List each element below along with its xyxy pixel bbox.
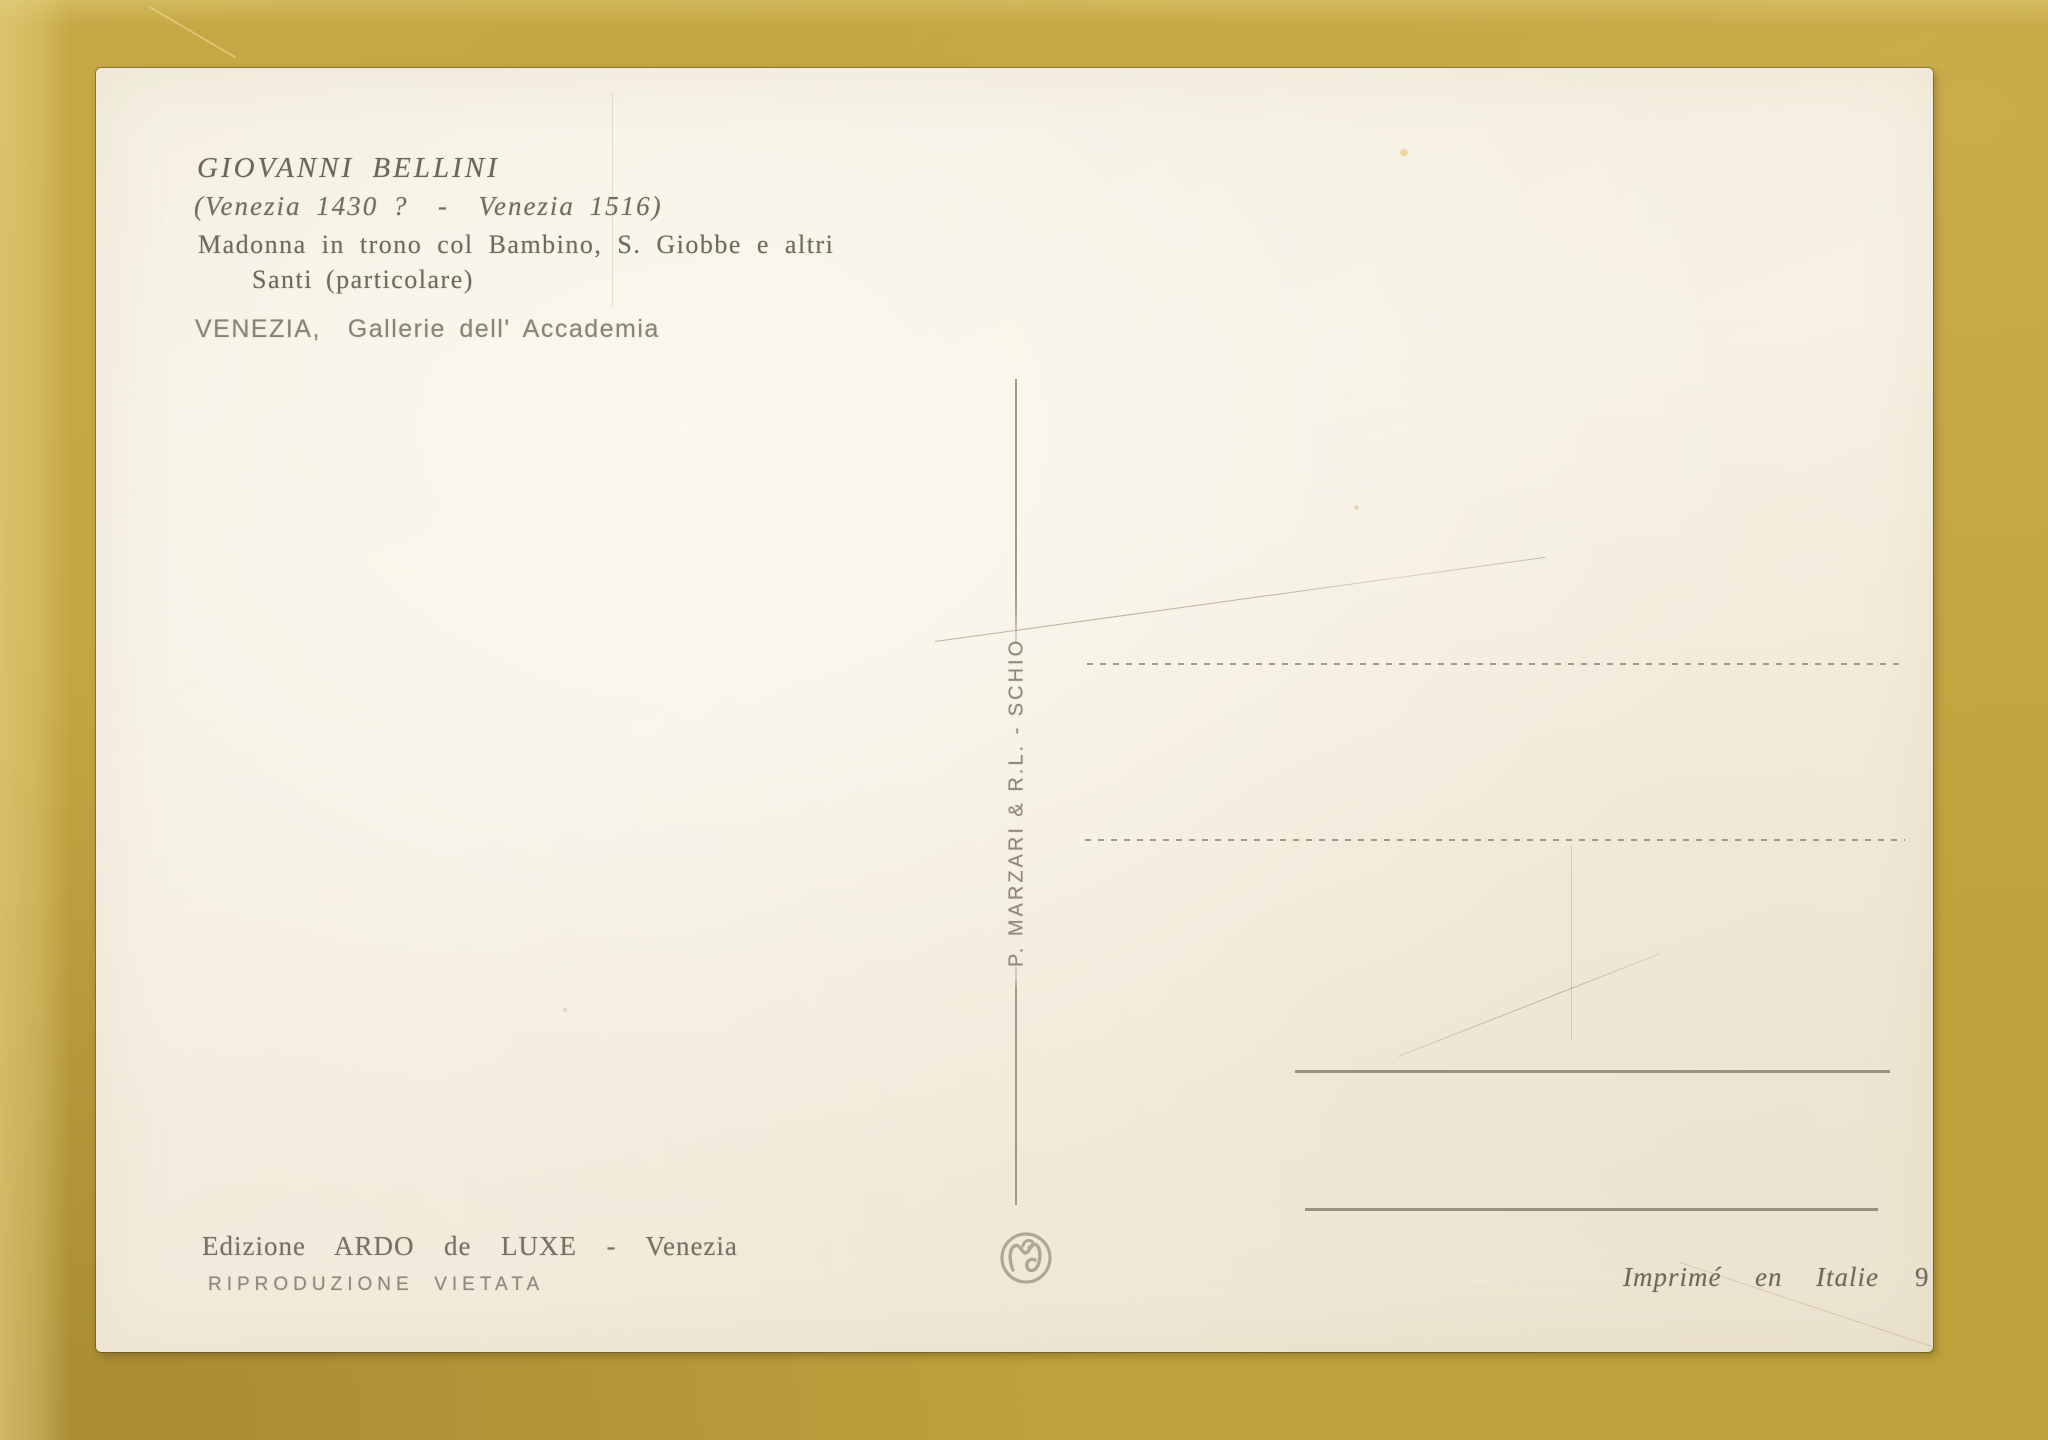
printed-in-text: Imprimé en Italie: [1623, 1262, 1879, 1292]
museum-location: VENEZIA, Gallerie dell' Accademia: [195, 315, 660, 343]
artwork-title-line1: Madonna in trono col Bambino, S. Giobbe …: [198, 230, 835, 259]
divider-line-top: [1015, 379, 1017, 643]
printer-imprint-vertical: P. MARZARI & R.L. - SCHIO: [1005, 637, 1028, 967]
print-number: 9: [1914, 1262, 1930, 1292]
scratch-mark: [612, 92, 613, 308]
address-solid-line-2: [1305, 1208, 1878, 1211]
dust-speck: [1354, 505, 1359, 510]
postcard-back: GIOVANNI BELLINI (Venezia 1430 ? - Venez…: [96, 68, 1933, 1352]
artwork-title-line2: Santi (particolare): [252, 265, 474, 294]
address-dashed-line-2: [1085, 839, 1905, 841]
scratch-mark: [1571, 845, 1572, 1041]
monogram-icon: [1000, 1232, 1052, 1284]
divider-line-bottom: [1015, 967, 1017, 1205]
printer-monogram-logo: [996, 1228, 1056, 1288]
address-solid-line-1: [1295, 1070, 1890, 1073]
address-dashed-line-1: [1087, 663, 1902, 665]
artist-dates: (Venezia 1430 ? - Venezia 1516): [194, 191, 663, 221]
dust-speck: [563, 1008, 567, 1012]
artist-name: GIOVANNI BELLINI: [197, 152, 500, 184]
publisher-line: Edizione ARDO de LUXE - Venezia: [202, 1231, 738, 1261]
rights-notice: RIPRODUZIONE VIETATA: [208, 1274, 545, 1295]
dust-speck: [1400, 149, 1408, 156]
printed-in-note: Imprimé en Italie 9: [1556, 1231, 1929, 1324]
